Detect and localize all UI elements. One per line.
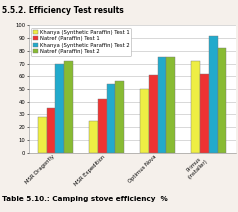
Bar	[98, 99, 107, 153]
Bar	[209, 36, 218, 153]
Legend: Khanya (Synthetic Paraffin) Test 1, Natref (Paraffin) Test 1, Khanya (Synthetic : Khanya (Synthetic Paraffin) Test 1, Natr…	[31, 28, 131, 56]
Bar	[107, 84, 115, 153]
Bar	[158, 57, 166, 153]
Text: 5.5.2. Efficiency Test results: 5.5.2. Efficiency Test results	[2, 6, 124, 15]
Bar	[47, 108, 55, 153]
Bar	[115, 81, 124, 153]
Bar	[218, 48, 226, 153]
Bar	[149, 75, 158, 153]
Bar	[38, 117, 47, 153]
Bar	[200, 74, 209, 153]
Bar	[55, 64, 64, 153]
Bar	[64, 61, 73, 153]
Bar	[166, 57, 175, 153]
Bar	[89, 121, 98, 153]
Bar	[140, 89, 149, 153]
Text: Table 5.10.: Camping stove efficiency  %: Table 5.10.: Camping stove efficiency %	[2, 196, 168, 202]
Bar	[191, 61, 200, 153]
